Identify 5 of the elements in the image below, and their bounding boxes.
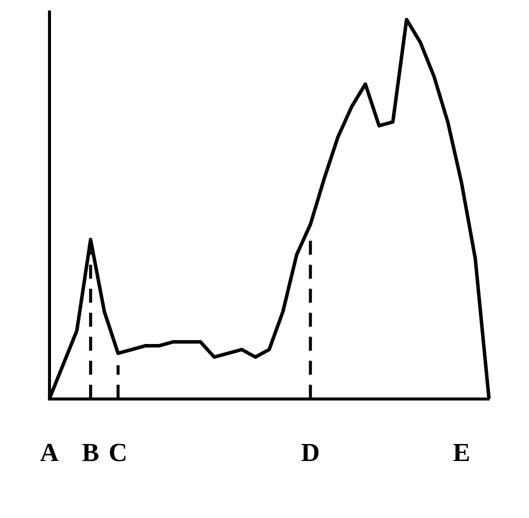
x-tick-label: A bbox=[40, 438, 59, 468]
x-tick-label: D bbox=[301, 438, 320, 468]
x-tick-label: C bbox=[108, 438, 128, 468]
x-tick-label: B bbox=[82, 438, 100, 468]
x-tick-label: E bbox=[452, 438, 470, 468]
